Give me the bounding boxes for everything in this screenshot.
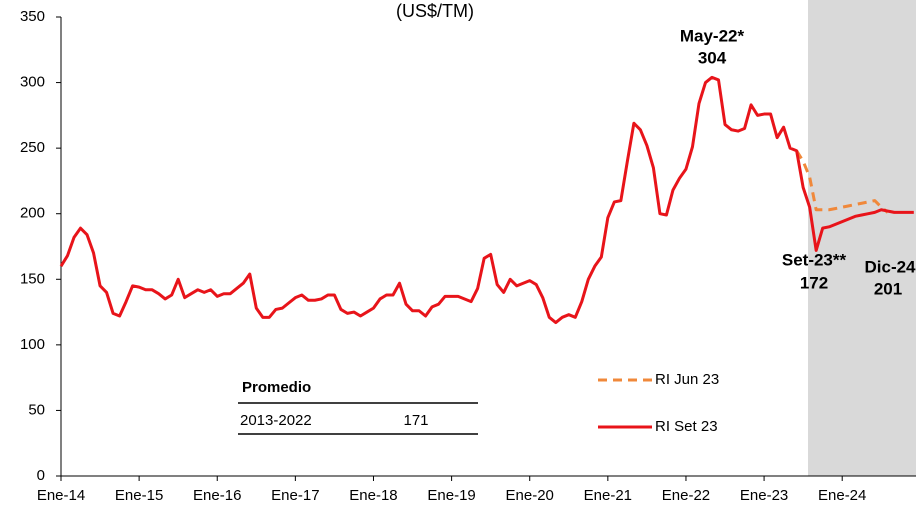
legend-label: RI Jun 23 — [655, 371, 719, 388]
table-header: Promedio — [242, 379, 311, 396]
series-line — [59, 75, 914, 325]
forecast-shade — [808, 0, 916, 476]
y-tick-label: 300 — [20, 74, 45, 91]
table-cell: 171 — [403, 412, 428, 429]
annotation: Set-23** — [782, 250, 847, 269]
y-tick-label: 250 — [20, 139, 45, 156]
annotation-value: 201 — [874, 279, 902, 298]
x-tick-label: Ene-19 — [427, 487, 475, 504]
x-tick-label: Ene-24 — [818, 487, 866, 504]
x-tick-label: Ene-15 — [115, 487, 163, 504]
chart-title: (US$/TM) — [396, 1, 474, 21]
y-tick-label: 200 — [20, 205, 45, 222]
legend-label: RI Set 23 — [655, 418, 718, 435]
annotation-value: 304 — [698, 48, 727, 67]
table-cell: 2013-2022 — [240, 412, 312, 429]
y-tick-label: 50 — [28, 401, 45, 418]
y-tick-label: 350 — [20, 8, 45, 25]
x-tick-label: Ene-18 — [349, 487, 397, 504]
y-tick-label: 0 — [37, 467, 45, 484]
y-tick-label: 150 — [20, 270, 45, 287]
x-tick-label: Ene-23 — [740, 487, 788, 504]
annotation: May-22* — [680, 26, 745, 45]
annotation-value: 172 — [800, 273, 828, 292]
x-tick-label: Ene-20 — [506, 487, 554, 504]
annotation: Dic-24 — [864, 257, 916, 276]
x-tick-label: Ene-14 — [37, 487, 85, 504]
x-tick-label: Ene-16 — [193, 487, 241, 504]
x-tick-label: Ene-21 — [584, 487, 632, 504]
series-line — [795, 149, 889, 214]
x-tick-label: Ene-22 — [662, 487, 710, 504]
y-tick-label: 100 — [20, 336, 45, 353]
x-tick-label: Ene-17 — [271, 487, 319, 504]
